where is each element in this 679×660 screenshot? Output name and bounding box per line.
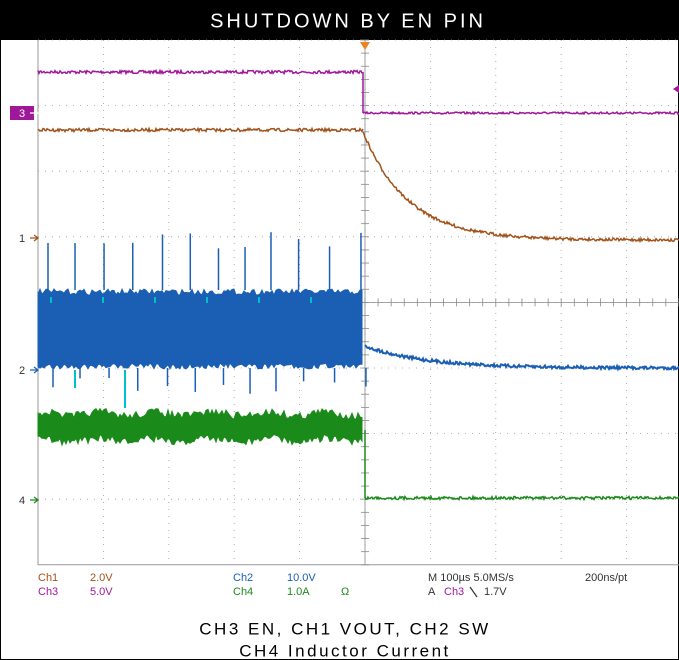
trigger-level-text: 1.7V bbox=[484, 586, 507, 598]
trigger-slope bbox=[469, 586, 478, 598]
title-bar bbox=[0, 0, 679, 40]
record-length: 200ns/pt bbox=[585, 572, 627, 584]
ch4-name: Ch4 bbox=[233, 586, 253, 598]
ch4-scale: 1.0A bbox=[287, 586, 310, 598]
trigger-label: A bbox=[428, 586, 436, 598]
ch2-name: Ch2 bbox=[233, 572, 253, 584]
ch3-name: Ch3 bbox=[38, 586, 58, 598]
marker-arrow bbox=[30, 234, 39, 242]
ch1-scale: 2.0V bbox=[90, 572, 113, 584]
channel-marker: 4 bbox=[19, 495, 25, 507]
channel-marker: 3 bbox=[19, 108, 25, 120]
trace-ch4 bbox=[37, 407, 363, 447]
trigger-level bbox=[673, 85, 679, 93]
channel-markers: 3 1 2 4 bbox=[10, 106, 39, 507]
caption-line-2: CH4 Inductor Current bbox=[239, 641, 451, 660]
marker-arrow bbox=[30, 366, 39, 374]
trace-ch2 bbox=[37, 287, 363, 370]
ch3-scale: 5.0V bbox=[90, 586, 113, 598]
traces bbox=[37, 68, 679, 502]
trace-ch2 bbox=[364, 344, 679, 372]
caption-line-1: CH3 EN, CH1 VOUT, CH2 SW bbox=[199, 619, 490, 638]
trigger-source: Ch3 bbox=[444, 586, 464, 598]
ch4-impedance: Ω bbox=[341, 586, 349, 598]
title: SHUTDOWN BY EN PIN bbox=[210, 10, 486, 32]
trace-ch3 bbox=[37, 68, 363, 76]
ch1-name: Ch1 bbox=[38, 572, 58, 584]
marker-arrow bbox=[30, 109, 39, 117]
marker-box bbox=[10, 106, 34, 120]
trace-ch3 bbox=[362, 110, 679, 116]
channel-marker: 2 bbox=[19, 365, 25, 377]
trace-ch4 bbox=[364, 494, 679, 502]
timebase: M 100µs 5.0MS/s bbox=[428, 572, 514, 584]
channel-marker: 1 bbox=[19, 233, 25, 245]
trace-ch1 bbox=[362, 131, 679, 244]
marker-arrow bbox=[30, 496, 39, 504]
trace-ch1 bbox=[37, 126, 364, 134]
trigger-position bbox=[360, 42, 370, 50]
ch2-scale: 10.0V bbox=[287, 572, 316, 584]
